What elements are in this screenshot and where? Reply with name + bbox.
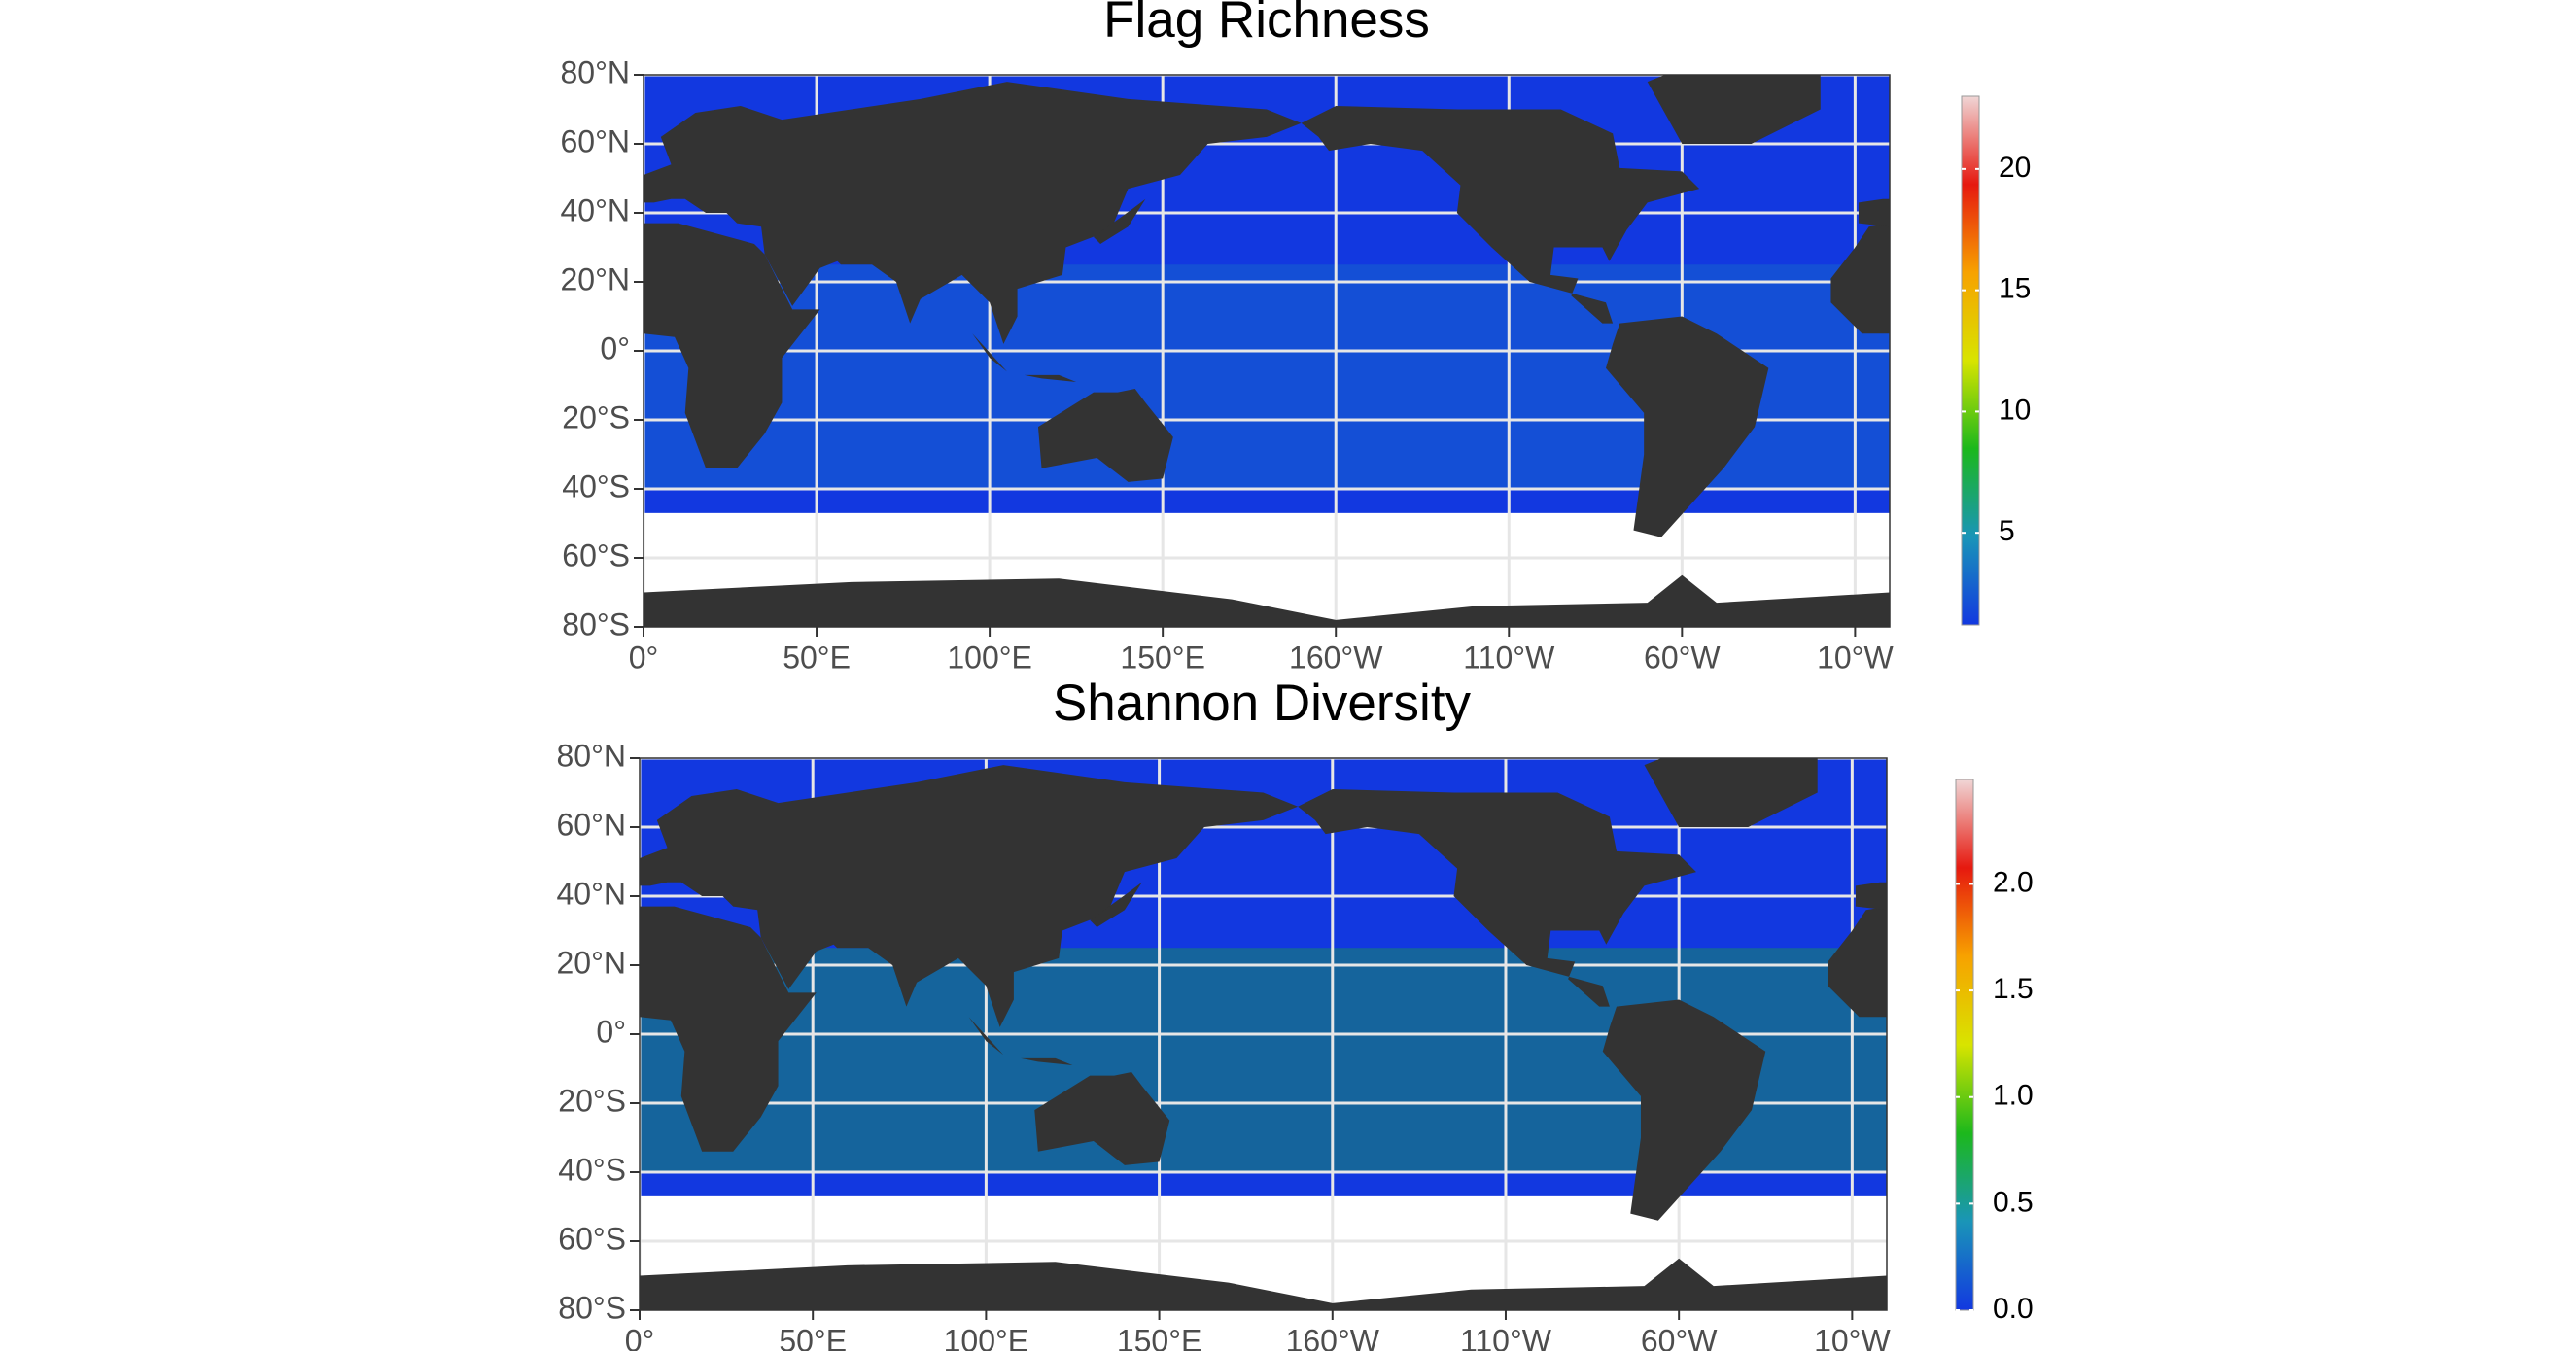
- y-tick-label: 40°N: [557, 876, 627, 911]
- map-area: [644, 75, 1890, 627]
- colorbar-label: 20: [1999, 152, 2031, 184]
- x-tick-label: 0°: [625, 1323, 655, 1351]
- x-tick-label: 10°W: [1814, 1323, 1891, 1351]
- y-tick-label: 80°N: [561, 54, 631, 89]
- colorbar-label: 0.5: [1993, 1186, 2034, 1218]
- land: [644, 223, 820, 468]
- y-tick-label: 40°N: [561, 192, 631, 227]
- y-tick-label: 0°: [596, 1014, 626, 1049]
- land: [1093, 198, 1146, 244]
- land: [1090, 882, 1142, 927]
- x-tick-label: 50°E: [779, 1323, 847, 1351]
- colorbar: [1961, 95, 1980, 626]
- land: [640, 765, 1299, 1027]
- land: [1037, 389, 1173, 482]
- land: [1830, 223, 1890, 334]
- panel-title: Flag Richness: [1103, 0, 1430, 49]
- x-tick-label: 60°W: [1644, 640, 1721, 675]
- x-tick-label: 110°W: [1460, 1323, 1552, 1351]
- y-tick-label: 0°: [600, 330, 630, 365]
- land: [644, 82, 1302, 344]
- land: [1644, 758, 1818, 827]
- x-tick-label: 100°E: [947, 640, 1032, 675]
- map-area: [640, 758, 1887, 1310]
- land: [1298, 788, 1696, 1007]
- land: [1021, 1057, 1073, 1065]
- land: [1301, 105, 1700, 324]
- y-tick-label: 20°N: [561, 261, 631, 296]
- land: [640, 1258, 1887, 1310]
- x-tick-label: 50°E: [783, 640, 851, 675]
- y-tick-label: 20°N: [557, 945, 627, 980]
- land: [1024, 374, 1077, 382]
- y-tick-label: 20°S: [558, 1083, 626, 1118]
- colorbar-label: 15: [1999, 273, 2031, 305]
- colorbar-label: 5: [1999, 515, 2015, 547]
- x-tick-label: 150°E: [1117, 1323, 1202, 1351]
- y-tick-label: 80°S: [562, 606, 630, 641]
- y-tick-label: 40°S: [562, 468, 630, 503]
- colorbar-label: 1.5: [1993, 973, 2034, 1005]
- land: [1855, 882, 1887, 911]
- colorbar: [1955, 779, 1974, 1311]
- x-tick-label: 100°E: [944, 1323, 1029, 1351]
- y-tick-label: 60°S: [558, 1221, 626, 1256]
- panel-title: Shannon Diversity: [1053, 675, 1472, 732]
- x-tick-label: 0°: [629, 640, 659, 675]
- colorbar-label: 1.0: [1993, 1080, 2034, 1112]
- y-tick-label: 80°S: [558, 1290, 626, 1325]
- y-tick-label: 60°N: [561, 123, 631, 158]
- land: [644, 574, 1890, 627]
- y-tick-label: 80°N: [557, 738, 627, 773]
- land: [1828, 906, 1887, 1018]
- land: [1647, 75, 1821, 144]
- y-tick-label: 60°S: [562, 537, 630, 572]
- x-tick-label: 160°W: [1286, 1323, 1380, 1351]
- y-tick-label: 60°N: [557, 807, 627, 842]
- x-tick-label: 60°W: [1641, 1323, 1718, 1351]
- land: [1858, 198, 1890, 227]
- land: [972, 333, 1007, 372]
- x-tick-label: 10°W: [1817, 640, 1894, 675]
- land: [1605, 316, 1769, 537]
- land: [968, 1017, 1004, 1056]
- y-tick-label: 40°S: [558, 1152, 626, 1187]
- colorbar-label: 0.0: [1993, 1293, 2034, 1325]
- x-tick-label: 150°E: [1120, 640, 1205, 675]
- land: [640, 906, 817, 1152]
- x-tick-label: 110°W: [1463, 640, 1555, 675]
- colorbar-label: 2.0: [1993, 866, 2034, 898]
- colorbar-label: 10: [1999, 394, 2031, 426]
- y-tick-label: 20°S: [562, 399, 630, 434]
- land: [1034, 1072, 1170, 1165]
- land: [1602, 999, 1766, 1221]
- x-tick-label: 160°W: [1289, 640, 1383, 675]
